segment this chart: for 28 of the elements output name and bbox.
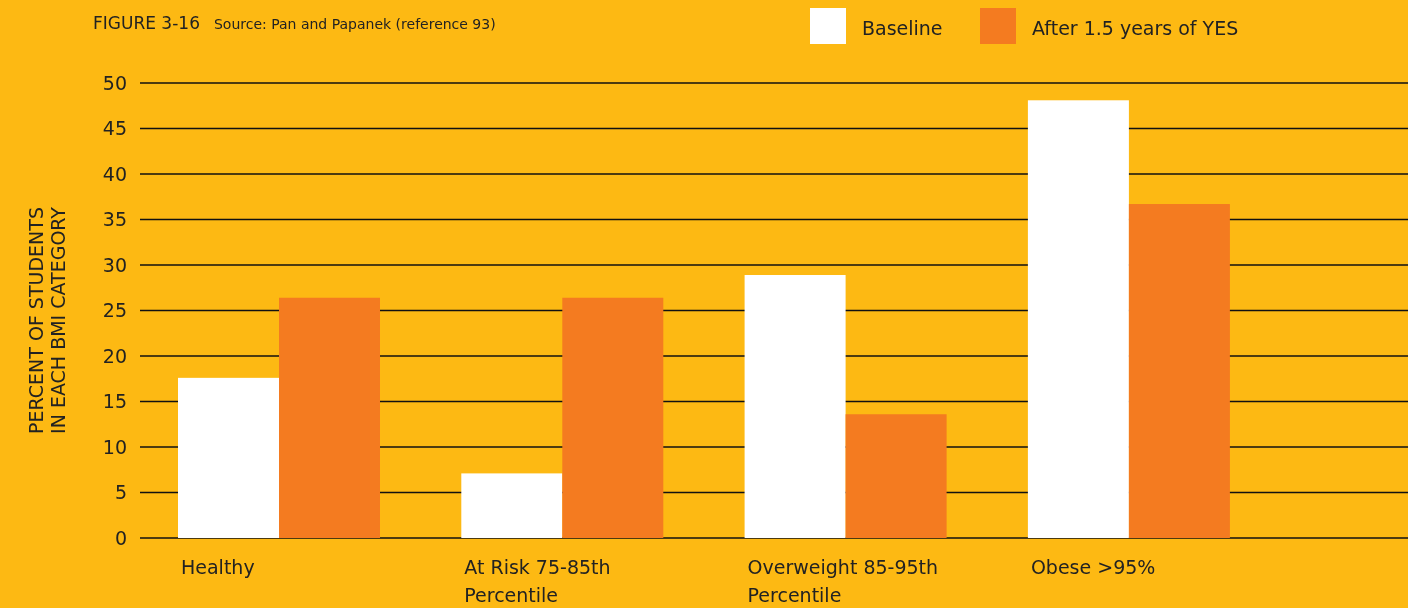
bar [461,473,563,538]
x-tick-label: Overweight 85-95th Percentile [747,556,939,606]
y-tick-label: 35 [102,208,127,231]
y-tick-label: 0 [114,526,127,549]
y-tick-label: 50 [102,71,127,94]
y-tick-label: 15 [102,390,127,413]
y-tick-label: 10 [102,435,127,458]
y-tick-label: 5 [114,481,127,504]
y-axis-title: PERCENT OF STUDENTS IN EACH BMI CATEGORY [25,206,69,434]
bar [178,377,279,538]
x-tick-label: At Risk 75-85th Percentile [464,556,611,606]
legend-label: After 1.5 years of YES [1032,16,1239,39]
chart-title: FIGURE 3-16 [93,13,200,33]
chart-subtitle: Source: Pan and Papanek (reference 93) [213,16,496,32]
bar [1128,204,1230,538]
bar [562,297,664,538]
legend-label: Baseline [862,16,943,39]
y-tick-label: 30 [102,253,127,276]
bar [845,414,947,538]
y-tick-label: 45 [102,117,127,140]
x-tick-label: Healthy [181,556,255,578]
x-tick-label: Obese >95% [1030,556,1156,578]
y-tick-label: 20 [102,344,127,367]
y-tick-label: 40 [102,162,127,185]
y-tick-label: 25 [102,299,127,322]
bar [1027,100,1129,538]
bar [744,275,846,538]
bar [279,297,380,538]
